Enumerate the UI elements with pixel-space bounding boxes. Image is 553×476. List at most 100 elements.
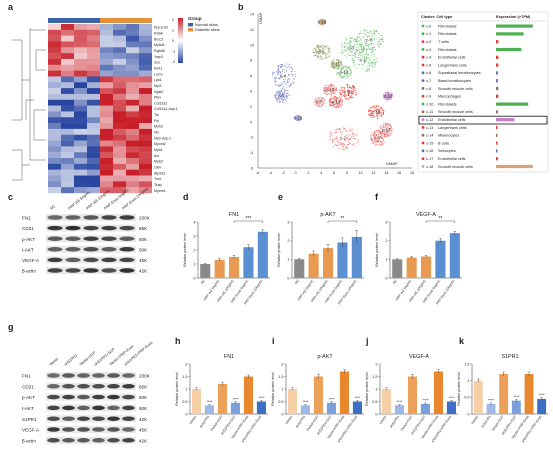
heatmap-cell [139,58,152,65]
chart-x-tick-label: Vector [285,414,294,425]
heatmap-cell [100,64,113,71]
heatmap-cell [87,35,100,42]
panel-letter-e: e [278,192,283,202]
heatmap-cell [100,134,113,141]
umap-point [356,38,358,40]
umap-point [284,99,286,101]
umap-point [380,144,382,146]
umap-x-tick: 10 [359,171,363,175]
umap-point [289,84,291,86]
umap-point [322,23,324,25]
umap-point [369,44,371,46]
umap-point [284,95,286,97]
heatmap-cell [74,70,87,77]
heatmap-cell [113,175,126,182]
umap-point [347,73,349,75]
umap-point [332,98,335,101]
heatmap-cell [74,53,87,60]
umap-point [343,64,345,66]
chart-y-tick-label: 2 [375,362,377,366]
umap-point [360,54,362,56]
umap-point [359,45,362,47]
umap-point [359,49,361,51]
gene-label: Ttn [154,113,159,117]
gene-label: Brcc3 [154,37,163,41]
umap-point [329,98,331,100]
umap-point [348,97,350,99]
gene-label: Plk1 [154,96,161,100]
umap-point [377,132,379,134]
umap-point [373,133,375,135]
umap-point [293,78,295,80]
umap-cluster-label: c-4 [280,74,286,79]
heatmap-cell [48,64,61,71]
umap-point [345,76,347,78]
umap-point [288,75,290,77]
umap-point [355,138,357,140]
umap-point [314,101,316,103]
heatmap-cell [61,169,74,176]
umap-point [380,142,382,144]
heatmap-cell [113,187,126,194]
umap-point [329,136,331,138]
umap-point [370,135,372,137]
chart-y-tick-label: 2 [185,362,187,366]
umap-point [284,89,286,91]
table-row-bar [496,94,499,98]
table-row-type: Langerhans cells [438,63,467,67]
umap-point [353,61,355,63]
umap-point [277,73,280,75]
heatmap-cell [87,146,100,153]
heatmap-cell [100,35,113,42]
blot_c-band [101,268,117,273]
umap-point [322,49,324,51]
umap-point [278,64,280,66]
heatmap-cell [113,70,126,77]
umap-point [349,41,351,43]
umap-point [287,92,289,94]
umap-point [362,50,364,52]
umap-point [324,21,326,23]
heatmap-cell [74,152,87,159]
umap-point [371,110,373,112]
umap-point [316,44,318,46]
umap-point [373,49,375,51]
umap-point [281,83,283,85]
umap-point [335,131,337,133]
heatmap-cell [139,158,152,165]
heatmap-cell [61,53,74,60]
umap-point [382,38,384,40]
umap-point [279,77,281,80]
umap-point [353,87,355,90]
umap-point [348,135,350,137]
umap-point [381,109,383,111]
umap-point [321,102,323,104]
umap-point [373,39,375,41]
umap-point [283,68,285,71]
umap-point [330,134,332,136]
umap-point [344,93,346,96]
umap-point [353,86,355,88]
umap-point [373,106,375,108]
umap-point [376,137,378,139]
umap-point [374,64,376,66]
legend-swatch-0 [188,23,193,27]
heatmap-cell [48,158,61,165]
umap-point [378,127,381,129]
umap-point [381,129,384,132]
umap-point [391,94,393,96]
chart-y-tick-label: 0.5 [372,400,377,404]
umap-point [335,100,337,102]
heatmap-cell [139,53,152,60]
umap-point [341,142,343,144]
umap-point [352,138,354,140]
umap-point [319,45,321,47]
umap-point [375,107,377,109]
umap-point [336,59,338,61]
umap-point [334,105,336,108]
table-row-bar [496,40,499,44]
heatmap-cell [139,169,152,176]
bar [337,242,348,278]
umap-point [386,91,388,93]
umap-point [365,53,368,55]
